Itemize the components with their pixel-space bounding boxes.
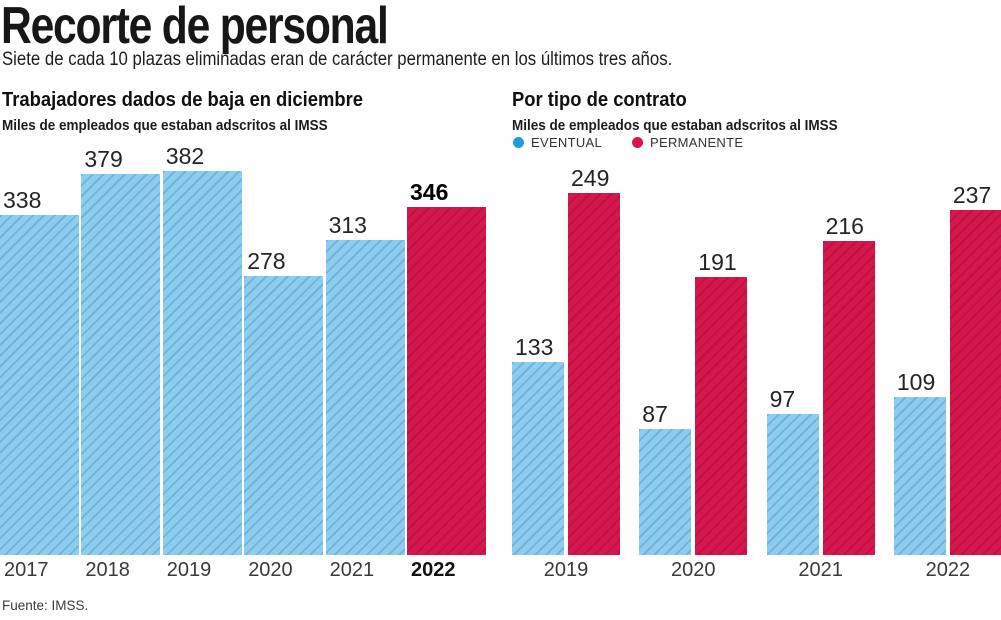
bar-value-label: 216: [825, 213, 864, 239]
bar-value-label: 382: [165, 143, 205, 169]
permanente-dot-icon: [632, 137, 644, 148]
bar-2018: 379: [81, 146, 161, 555]
x-axis-label-2021: 2021: [329, 559, 375, 581]
bar-2019: 382: [162, 143, 242, 555]
x-axis-label-2017: 2017: [4, 559, 49, 581]
eventual-dot-icon: [513, 137, 524, 148]
x-axis-label-2021: 2021: [798, 559, 843, 581]
bar-value-label: 278: [247, 248, 286, 274]
bar-value-label: 87: [642, 401, 668, 427]
legend-item-eventual: EVENTUAL: [513, 135, 602, 150]
bar-2021-permanente: 216: [822, 213, 875, 555]
bar-value-label: 109: [896, 369, 936, 395]
right-chart-subtitle: Miles de empleados que estaban adscritos…: [512, 117, 838, 134]
right-chart-title: Por tipo de contrato: [512, 89, 687, 111]
bar-2020: 278: [244, 248, 324, 555]
bar-2022-eventual: 109: [893, 369, 946, 555]
page-subtitle: Siete de cada 10 plazas eliminadas eran …: [2, 48, 673, 70]
source-note: Fuente: IMSS.: [2, 598, 89, 613]
bar-value-label: 97: [769, 386, 796, 412]
left-bar-chart: 338 2017 379 2018 382 2019 278 2020 313 2021 346 20…: [0, 0, 487, 581]
bar-value-label: 191: [698, 249, 737, 275]
legend-label-permanente: PERMANENTE: [650, 135, 744, 150]
bar-2019-eventual: 133: [512, 334, 564, 555]
left-chart-header: Trabajadores dados de baja en diciembre …: [2, 89, 394, 134]
page-title: Recorte de personal: [1, 0, 389, 55]
bar-2020-eventual: 87: [639, 401, 692, 555]
x-axis-label-2022: 2022: [925, 559, 971, 581]
bar-2022: 346: [407, 179, 486, 555]
bar-2021-eventual: 97: [766, 386, 819, 555]
bar-2022-permanente: 237: [949, 182, 1001, 555]
legend-item-permanente: PERMANENTE: [632, 135, 743, 150]
right-chart-header: Por tipo de contrato Miles de empleados …: [512, 89, 874, 134]
bar-value-label: 133: [515, 334, 554, 360]
x-axis-label-2020: 2020: [248, 559, 293, 581]
x-axis-label-2020: 2020: [671, 559, 716, 581]
right-bar-chart: 133 249 2019 87 191 2020 97 216 2021 109 237 2022: [512, 0, 1001, 581]
left-chart-title: Trabajadores dados de baja en diciembre: [2, 89, 363, 111]
bar-value-label: 313: [328, 212, 367, 238]
left-chart-subtitle: Miles de empleados que estaban adscritos…: [2, 117, 328, 134]
bar-2020-permanente: 191: [695, 249, 748, 555]
bar-value-label: 379: [84, 146, 123, 172]
x-axis-label-2018: 2018: [85, 559, 130, 581]
bar-value-label: 338: [3, 187, 42, 213]
x-axis-label-2019: 2019: [166, 559, 212, 581]
bar-value-label: 249: [571, 165, 610, 191]
bar-value-label: 237: [952, 182, 992, 208]
bar-2019-permanente: 249: [568, 165, 620, 555]
bar-2017: 338: [0, 187, 79, 555]
legend: EVENTUAL PERMANENTE: [513, 135, 743, 150]
bar-value-label: 346: [410, 179, 449, 205]
x-axis-label-2019: 2019: [543, 559, 589, 581]
legend-label-eventual: EVENTUAL: [531, 135, 603, 150]
x-axis-label-2022: 2022: [411, 559, 456, 581]
bar-2021: 313: [325, 212, 405, 555]
